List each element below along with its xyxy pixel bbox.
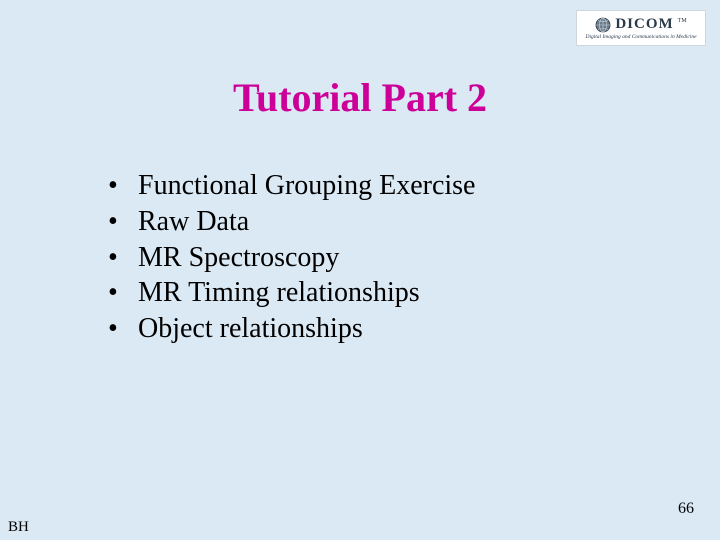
slide-title: Tutorial Part 2 <box>0 74 720 121</box>
globe-icon <box>595 17 611 33</box>
bullet-list: Functional Grouping Exercise Raw Data MR… <box>108 168 475 347</box>
logo-top-row: DICOM TM <box>595 17 686 33</box>
bullet-item: Object relationships <box>108 311 475 347</box>
bullet-item: MR Spectroscopy <box>108 240 475 276</box>
bullet-item: Functional Grouping Exercise <box>108 168 475 204</box>
slide: DICOM TM Digital Imaging and Communicati… <box>0 0 720 540</box>
dicom-logo: DICOM TM Digital Imaging and Communicati… <box>576 10 706 46</box>
bullet-item: MR Timing relationships <box>108 275 475 311</box>
logo-wordmark: DICOM <box>615 17 673 32</box>
logo-trademark: TM <box>678 18 687 24</box>
bullet-item: Raw Data <box>108 204 475 240</box>
logo-subtitle: Digital Imaging and Communications in Me… <box>585 34 696 40</box>
page-number: 66 <box>678 500 694 518</box>
footer-initials: BH <box>8 519 29 536</box>
